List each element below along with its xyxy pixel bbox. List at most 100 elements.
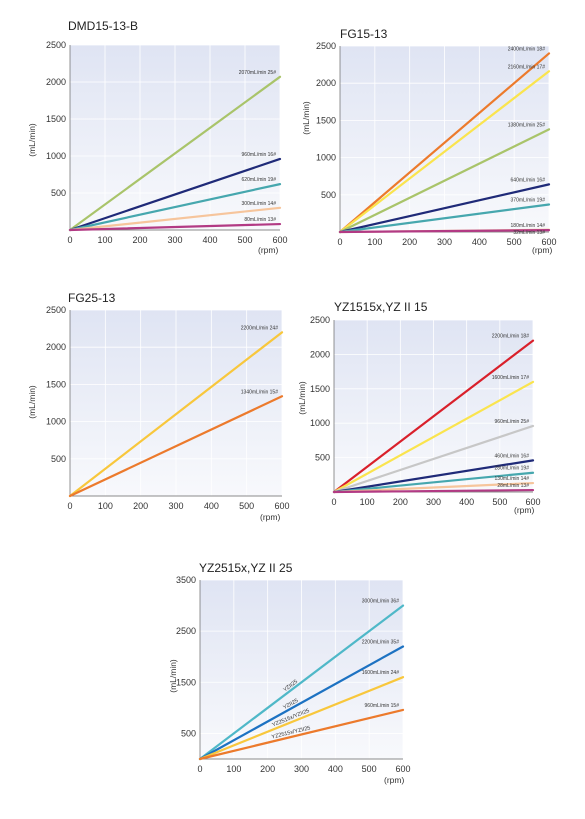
y-axis-label: (mL/min) <box>301 101 311 135</box>
y-tick-label: 2500 <box>316 41 336 51</box>
series-line <box>68 183 282 232</box>
x-tick-label: 400 <box>459 497 474 507</box>
series-annotation: 1340mL/min 15# <box>241 389 278 395</box>
series-annotation: 130mL/min 14# <box>495 476 530 482</box>
series-line <box>332 424 535 494</box>
y-tick-label: 2500 <box>46 305 66 315</box>
chart-title: DMD15-13-B <box>68 19 138 33</box>
chart-yz2515x: YZ2515x,YZ II 25 0 100 200 300 400 500 600 500 15… <box>168 561 411 785</box>
y-tick-label: 2000 <box>316 78 336 88</box>
x-tick-label: 500 <box>239 501 254 511</box>
x-tick-label: 200 <box>133 501 148 511</box>
series-annotation: 180mL/min 14# <box>511 223 546 229</box>
x-tick-label: 600 <box>541 237 556 247</box>
x-tick-label: 400 <box>472 237 487 247</box>
series-annotation: 32mL/min 13# <box>513 230 545 236</box>
series-line <box>338 229 551 234</box>
series-line <box>68 206 282 232</box>
chart-dmd15-13-b: DMD15-13-B 0 100 200 300 400 500 600 500 1000 1500… <box>27 19 288 255</box>
y-tick-label: 2500 <box>46 40 66 50</box>
series-line <box>332 488 535 494</box>
series-annotation: 2070mL/min 25# <box>239 70 276 76</box>
y-tick-label: 2000 <box>46 77 66 87</box>
series-line <box>68 395 284 498</box>
series-line <box>338 128 551 234</box>
chart-title: YZ1515x,YZ II 15 <box>334 300 428 314</box>
series-annotation: 3000mL/min 36# <box>362 599 399 605</box>
series-line <box>68 75 282 232</box>
series-annotation: 300mL/min 14# <box>242 201 277 207</box>
chart-title: YZ2515x,YZ II 25 <box>199 561 293 575</box>
x-tick-label: 600 <box>274 501 289 511</box>
x-tick-label: 100 <box>98 501 113 511</box>
x-tick-label: 300 <box>426 497 441 507</box>
series-line <box>198 708 405 761</box>
series-annotation: 960mL/min 16# <box>242 152 277 158</box>
series-line <box>68 157 282 232</box>
x-tick-label: 100 <box>360 497 375 507</box>
x-tick-label: 200 <box>393 497 408 507</box>
x-tick-label: 0 <box>197 764 202 774</box>
y-axis-label: (mL/min) <box>27 385 37 419</box>
y-tick-label: 1500 <box>310 384 330 394</box>
series-line <box>338 70 551 234</box>
y-tick-label: 1000 <box>46 417 66 427</box>
series-annotation: 960mL/min 25# <box>495 419 530 425</box>
chart-title: FG25-13 <box>68 291 116 305</box>
x-tick-label: 0 <box>331 497 336 507</box>
x-tick-label: 200 <box>260 764 275 774</box>
x-tick-label: 300 <box>294 764 309 774</box>
series-annotation: 2200mL/min 35# <box>362 639 399 645</box>
series-annotation: 2200mL/min 24# <box>241 325 278 331</box>
x-tick-label: 500 <box>237 235 252 245</box>
chart-fg15-13: FG15-13 0 100 200 300 400 500 600 500 1000 1500 200… <box>301 27 557 255</box>
x-tick-label: 400 <box>328 764 343 774</box>
x-tick-label: 400 <box>204 501 219 511</box>
series-annotation: 640mL/min 16# <box>511 177 546 183</box>
y-tick-label: 500 <box>181 728 196 738</box>
series-annotation: 2400mL/min 18# <box>508 46 545 52</box>
y-axis-label: (mL/min) <box>27 123 37 157</box>
x-tick-label: 100 <box>226 764 241 774</box>
x-axis-label: (rpm) <box>514 505 534 515</box>
y-tick-label: 2500 <box>176 626 196 636</box>
series-annotation: 80mL/min 13# <box>244 217 276 223</box>
x-tick-label: 300 <box>167 235 182 245</box>
x-axis-label: (rpm) <box>384 775 404 785</box>
series-line <box>332 380 535 494</box>
series-line <box>332 471 535 494</box>
y-tick-label: 500 <box>321 190 336 200</box>
series-line <box>198 676 405 761</box>
x-tick-label: 100 <box>97 235 112 245</box>
series-line <box>332 481 535 494</box>
y-tick-label: 500 <box>51 454 66 464</box>
x-tick-label: 500 <box>492 497 507 507</box>
x-tick-label: 200 <box>132 235 147 245</box>
y-tick-label: 500 <box>315 453 330 463</box>
y-tick-label: 1000 <box>316 153 336 163</box>
y-tick-label: 2000 <box>310 349 330 359</box>
y-tick-label: 3500 <box>176 575 196 585</box>
x-axis-label: (rpm) <box>532 245 552 255</box>
x-tick-label: 0 <box>67 501 72 511</box>
chart-yz1515x: YZ1515x,YZ II 15 0 100 200 300 400 500 600 500 10… <box>297 300 541 515</box>
series-annotation: 280mL/min 19# <box>495 466 530 472</box>
x-tick-label: 0 <box>337 237 342 247</box>
chart-title: FG15-13 <box>340 27 388 41</box>
y-tick-label: 2500 <box>310 315 330 325</box>
series-annotation: 1600mL/min 17# <box>492 375 529 381</box>
y-tick-label: 1000 <box>46 151 66 161</box>
series-annotation: 460mL/min 16# <box>495 453 530 459</box>
y-axis-label: (mL/min) <box>297 381 307 415</box>
series-annotation: 960mL/min 15# <box>365 703 400 709</box>
x-tick-label: 500 <box>362 764 377 774</box>
x-tick-label: 600 <box>395 764 410 774</box>
x-tick-label: 0 <box>67 235 72 245</box>
x-tick-label: 600 <box>525 497 540 507</box>
chart-fg25-13: FG25-13 0 100 200 300 400 500 600 500 1000 1500 200… <box>27 291 290 522</box>
series-line <box>198 604 405 761</box>
y-axis-label: (mL/min) <box>168 659 178 693</box>
x-tick-label: 200 <box>402 237 417 247</box>
x-tick-label: 300 <box>168 501 183 511</box>
series-annotation: 370mL/min 19# <box>511 197 546 203</box>
